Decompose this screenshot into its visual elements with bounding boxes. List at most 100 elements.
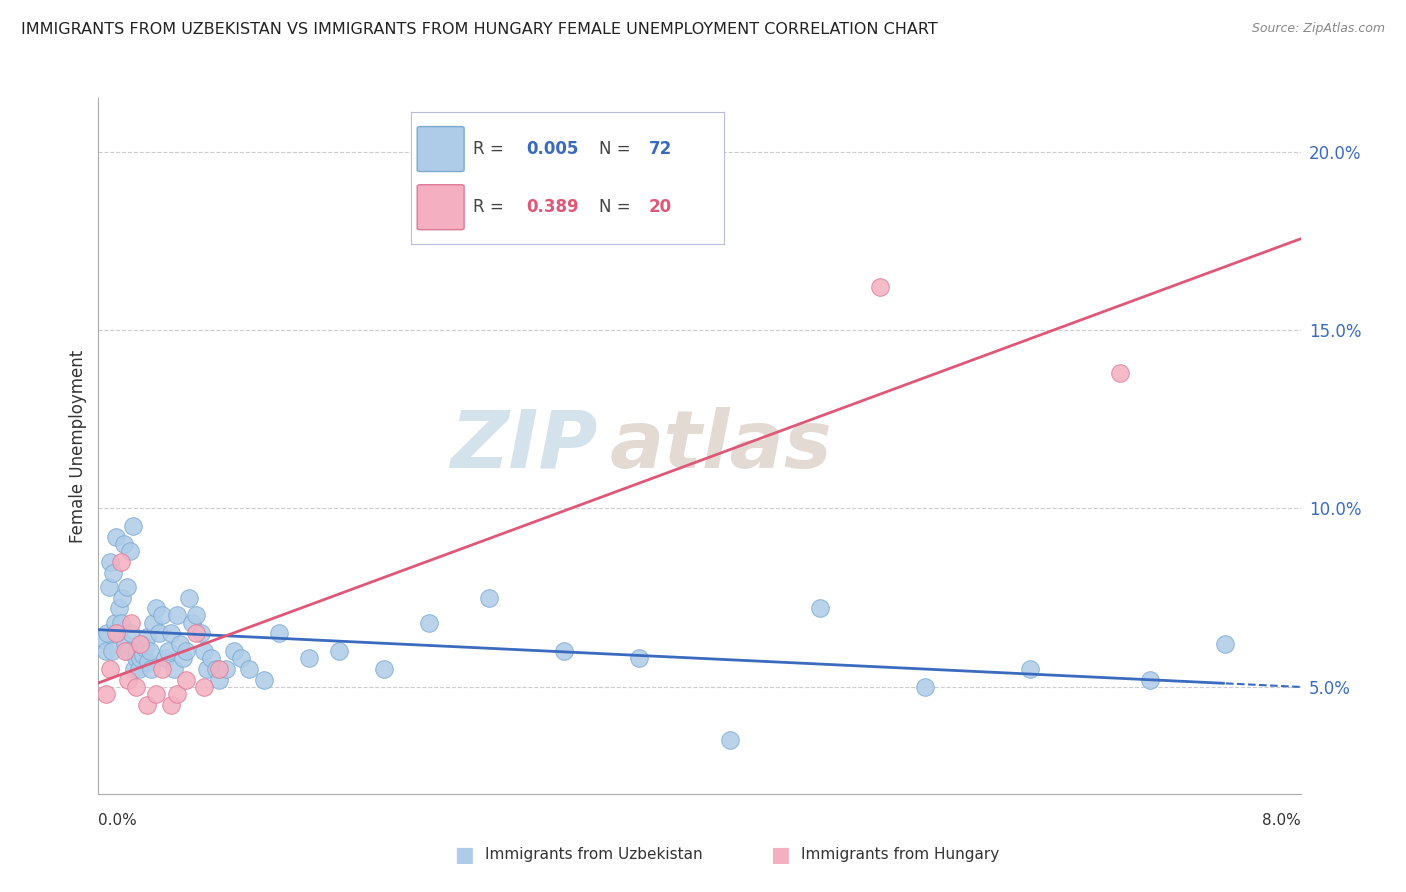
Point	[101, 644, 124, 658]
Point	[172, 651, 194, 665]
Point	[127, 644, 149, 658]
Point	[193, 680, 215, 694]
Point	[328, 644, 350, 658]
Point	[94, 687, 117, 701]
Point	[111, 591, 134, 605]
Text: Source: ZipAtlas.com: Source: ZipAtlas.com	[1251, 22, 1385, 36]
Point	[156, 644, 179, 658]
Point	[204, 662, 226, 676]
Point	[150, 662, 173, 676]
Point	[418, 615, 440, 630]
Point	[148, 626, 170, 640]
Point	[215, 662, 238, 676]
Point	[808, 601, 831, 615]
Point	[1139, 673, 1161, 687]
Point	[267, 626, 290, 640]
Point	[1019, 662, 1042, 676]
Point	[141, 615, 163, 630]
Text: atlas: atlas	[609, 407, 832, 485]
Point	[131, 637, 153, 651]
Point	[97, 580, 120, 594]
Point	[118, 544, 141, 558]
Point	[177, 591, 200, 605]
Point	[128, 662, 150, 676]
Point	[159, 626, 181, 640]
Point	[136, 655, 159, 669]
Point	[132, 648, 155, 662]
Point	[125, 651, 148, 665]
Point	[222, 644, 245, 658]
Y-axis label: Female Unemployment: Female Unemployment	[69, 350, 87, 542]
Point	[1215, 637, 1237, 651]
Point	[145, 601, 167, 615]
Point	[238, 662, 260, 676]
Point	[124, 662, 146, 676]
Point	[139, 662, 162, 676]
Point	[114, 644, 136, 658]
Point	[115, 580, 138, 594]
Text: ■: ■	[454, 845, 474, 864]
Point	[129, 637, 152, 651]
Point	[117, 644, 139, 658]
Point	[117, 673, 139, 687]
Point	[869, 280, 891, 294]
Point	[96, 626, 118, 640]
Point	[298, 651, 321, 665]
Point	[110, 555, 132, 569]
Point	[628, 651, 651, 665]
Point	[105, 626, 128, 640]
Point	[184, 626, 207, 640]
Point	[914, 680, 936, 694]
Text: 0.0%: 0.0%	[98, 814, 138, 828]
Point	[174, 644, 197, 658]
Point	[190, 626, 212, 640]
Text: ZIP: ZIP	[450, 407, 598, 485]
Point	[135, 630, 157, 644]
Point	[94, 644, 117, 658]
Point	[121, 626, 143, 640]
Point	[166, 608, 188, 623]
Point	[169, 637, 191, 651]
Text: IMMIGRANTS FROM UZBEKISTAN VS IMMIGRANTS FROM HUNGARY FEMALE UNEMPLOYMENT CORREL: IMMIGRANTS FROM UZBEKISTAN VS IMMIGRANTS…	[21, 22, 938, 37]
Text: Immigrants from Uzbekistan: Immigrants from Uzbekistan	[485, 847, 703, 862]
Point	[134, 640, 156, 655]
Point	[718, 733, 741, 747]
Point	[107, 626, 129, 640]
Point	[193, 644, 215, 658]
Text: ■: ■	[770, 845, 790, 864]
Point	[150, 608, 173, 623]
Point	[208, 662, 231, 676]
Point	[180, 615, 202, 630]
Point	[184, 608, 207, 623]
Point	[253, 673, 276, 687]
Point	[200, 651, 222, 665]
Point	[138, 644, 160, 658]
Point	[104, 615, 127, 630]
Point	[166, 687, 188, 701]
Point	[373, 662, 395, 676]
Point	[105, 530, 128, 544]
Point	[162, 662, 184, 676]
Point	[121, 615, 143, 630]
Point	[103, 566, 125, 580]
Text: Immigrants from Hungary: Immigrants from Hungary	[801, 847, 1000, 862]
Text: 8.0%: 8.0%	[1261, 814, 1301, 828]
Point	[208, 673, 231, 687]
Point	[159, 698, 181, 712]
Point	[231, 651, 253, 665]
Point	[122, 519, 145, 533]
Point	[153, 651, 176, 665]
Point	[478, 591, 501, 605]
Point	[1109, 366, 1132, 380]
Point	[174, 673, 197, 687]
Point	[112, 537, 135, 551]
Point	[135, 698, 157, 712]
Point	[100, 662, 122, 676]
Point	[125, 680, 148, 694]
Point	[553, 644, 575, 658]
Point	[129, 651, 152, 665]
Point	[145, 687, 167, 701]
Point	[114, 637, 136, 651]
Point	[100, 555, 122, 569]
Point	[93, 633, 115, 648]
